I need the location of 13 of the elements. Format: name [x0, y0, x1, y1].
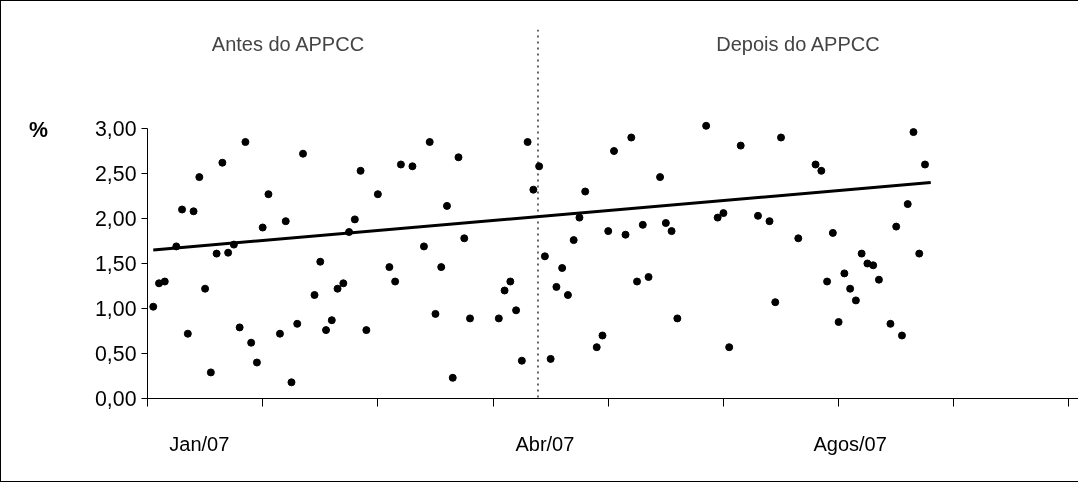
- x-tick-label: Jan/07: [169, 432, 230, 455]
- y-axis-title: %: [29, 117, 48, 144]
- y-tick-label: 1,00: [94, 297, 137, 321]
- y-tick-label: 3,00: [94, 117, 137, 141]
- y-tick-label: 2,50: [94, 162, 137, 186]
- y-tick-label: 2,00: [94, 207, 137, 231]
- x-tick-label: Agos/07: [813, 432, 887, 455]
- annotation: Depois do APPCC: [716, 32, 880, 55]
- annotation: Antes do APPCC: [211, 32, 365, 55]
- y-tick-label: 1,50: [94, 252, 137, 276]
- y-tick-label: 0,00: [94, 387, 137, 411]
- x-tick-label: Abr/07: [515, 432, 575, 455]
- y-tick-label: 0,50: [94, 342, 137, 366]
